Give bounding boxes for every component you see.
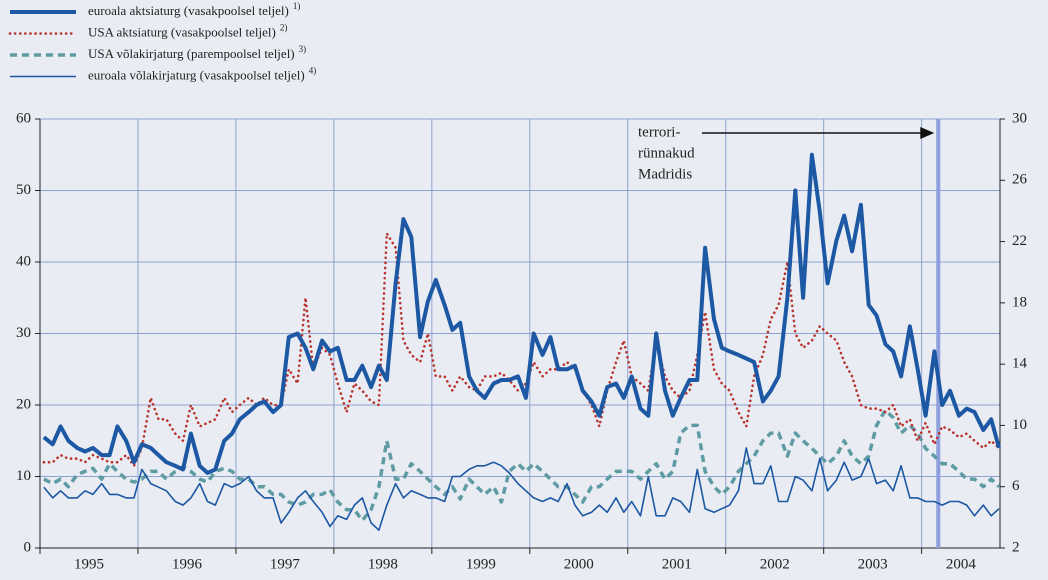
legend-name: euroala aktsiaturg (vasakpoolsel teljel) — [88, 3, 289, 18]
y2-tick-label: 6 — [1012, 478, 1020, 494]
y-tick-label: 40 — [16, 253, 31, 269]
legend-label: euroala võlakirjaturg (vasakpoolsel telj… — [88, 66, 316, 83]
legend-label: euroala aktsiaturg (vasakpoolsel teljel)… — [88, 1, 300, 18]
series-line — [43, 447, 1000, 531]
y-tick-label: 0 — [24, 539, 32, 555]
x-tick-label: 2004 — [946, 556, 977, 572]
annotation-text: terrori- — [638, 124, 680, 140]
legend-note: 4) — [309, 66, 317, 76]
legend-note: 2) — [280, 23, 288, 33]
y2-tick-label: 22 — [1012, 233, 1027, 249]
series-line — [42, 152, 1001, 475]
y-tick-label: 50 — [16, 182, 31, 198]
annotation-text: rünnakud — [638, 145, 695, 161]
y2-tick-label: 10 — [1012, 417, 1027, 433]
x-tick-label: 2002 — [760, 556, 790, 572]
legend-name: euroala võlakirjaturg (vasakpoolsel telj… — [88, 67, 305, 82]
x-tick-label: 1997 — [270, 556, 301, 572]
legend-label: USA aktsiaturg (vasakpoolsel teljel) 2) — [88, 23, 287, 40]
y2-tick-label: 26 — [1012, 172, 1028, 188]
legend-note: 3) — [299, 44, 307, 54]
x-tick-label: 2003 — [858, 556, 888, 572]
annotation-arrowhead — [920, 127, 935, 139]
y-tick-label: 60 — [16, 110, 31, 126]
y2-tick-label: 14 — [1012, 356, 1028, 372]
x-tick-label: 1999 — [466, 556, 496, 572]
y2-tick-label: 30 — [1012, 110, 1027, 126]
legend-label: USA võlakirjaturg (parempoolsel teljel) 3… — [88, 44, 306, 61]
legend-name: USA aktsiaturg (vasakpoolsel teljel) — [88, 24, 276, 39]
y2-tick-label: 2 — [1012, 539, 1020, 555]
x-tick-label: 2000 — [564, 556, 594, 572]
annotation-text: Madridis — [638, 166, 692, 182]
y-tick-label: 20 — [16, 396, 31, 412]
series-line — [43, 408, 1001, 523]
x-tick-label: 1995 — [74, 556, 104, 572]
legend-note: 1) — [293, 1, 301, 11]
y-tick-label: 10 — [16, 468, 31, 484]
y-tick-label: 30 — [16, 325, 31, 341]
y2-tick-label: 18 — [1012, 294, 1027, 310]
x-tick-label: 2001 — [662, 556, 692, 572]
x-tick-label: 1998 — [368, 556, 398, 572]
x-tick-label: 1996 — [172, 556, 203, 572]
legend-name: USA võlakirjaturg (parempoolsel teljel) — [88, 46, 295, 61]
